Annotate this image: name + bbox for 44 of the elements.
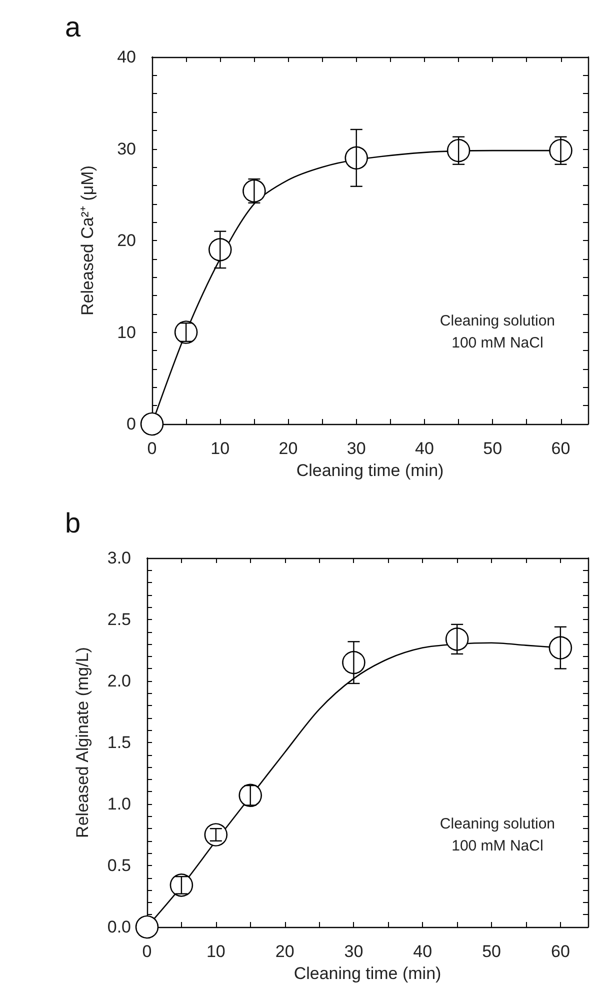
- y-tick-label: 20: [117, 231, 136, 250]
- chart-title: b: [65, 508, 81, 538]
- x-tick-label: 30: [344, 942, 364, 961]
- chart-title: a: [65, 12, 81, 42]
- x-tick-label: 50: [483, 439, 502, 458]
- x-tick-label: 10: [206, 942, 226, 961]
- x-tick-label: 60: [551, 439, 570, 458]
- point: [242, 179, 266, 203]
- y-tick-label: 10: [117, 322, 136, 342]
- y-tick-label: 30: [117, 139, 136, 158]
- x-tick-label: 20: [278, 439, 298, 458]
- annotation: Cleaning solution 100 mM NaCl: [440, 312, 555, 352]
- x-tick-label: 50: [482, 942, 501, 961]
- x-axis-title: Cleaning time (min): [296, 460, 444, 480]
- x-tick-label: 30: [346, 439, 366, 458]
- y-tick-label: 2.0: [107, 672, 131, 690]
- y-axis-title: Released Ca²⁺ (μM): [78, 166, 97, 316]
- y-tick-label: 0: [126, 414, 136, 434]
- x-tick-label: 40: [415, 439, 434, 458]
- point: [135, 915, 159, 939]
- y-tick-label: 3.0: [107, 548, 131, 568]
- y-axis-title: Released Alginate (mg/L): [73, 647, 92, 838]
- y-tick-label: 0.5: [107, 856, 131, 875]
- y-tick-label: 0.0: [107, 918, 131, 936]
- x-axis-title: Cleaning time (min): [294, 964, 442, 983]
- y-tick-label: 40: [117, 48, 136, 66]
- x-tick-label: 60: [550, 942, 570, 961]
- x-tick-label: 40: [413, 942, 432, 961]
- point: [549, 138, 572, 162]
- point: [446, 138, 470, 162]
- y-tick-label: 1.0: [107, 794, 131, 814]
- point: [445, 628, 469, 651]
- annotation: Cleaning solution 100 mM NaCl: [440, 816, 555, 854]
- point: [344, 146, 368, 170]
- x-tick-label: 10: [210, 439, 230, 458]
- point: [140, 412, 164, 436]
- point: [208, 238, 232, 262]
- x-tick-label: 20: [275, 942, 294, 961]
- y-tick-label: 1.5: [107, 733, 131, 752]
- point: [548, 636, 572, 660]
- x-tick-label: 0: [142, 942, 152, 961]
- x-tick-label: 0: [147, 439, 157, 458]
- y-tick-label: 2.5: [107, 610, 131, 629]
- point: [342, 650, 366, 674]
